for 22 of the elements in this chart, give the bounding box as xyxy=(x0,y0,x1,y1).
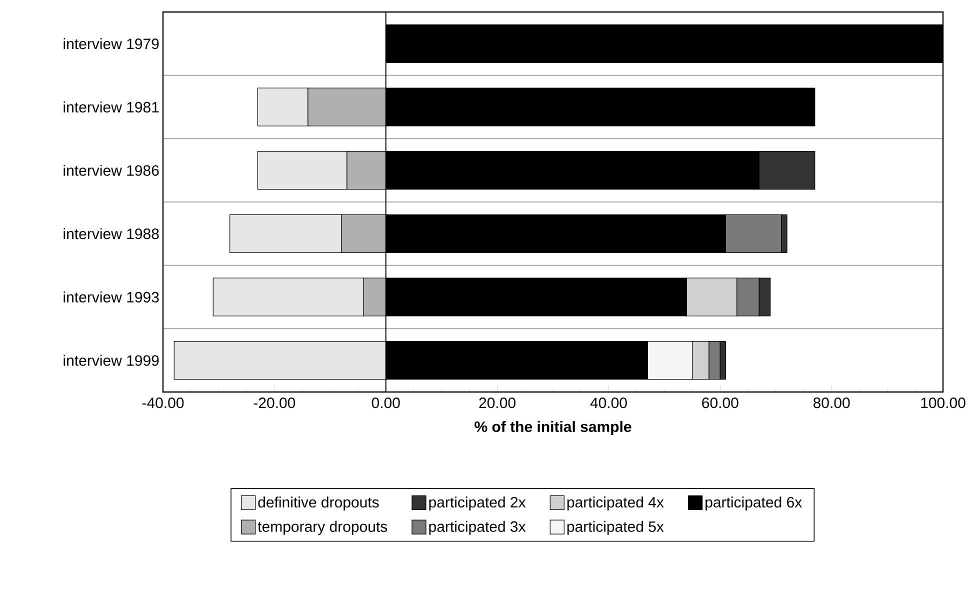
legend-label: temporary dropouts xyxy=(258,520,388,535)
x-tick-label: 0.00 xyxy=(372,398,400,408)
x-tick-label: -40.00 xyxy=(142,398,184,408)
legend-label: participated 6x xyxy=(706,496,802,511)
x-tick-label: -20.00 xyxy=(254,398,296,408)
y-tick-label: interview 1988 xyxy=(64,228,159,240)
y-tick-label: interview 1986 xyxy=(64,164,159,176)
x-tick-label: 80.00 xyxy=(813,398,850,408)
legend-label: participated 2x xyxy=(429,496,526,511)
x-tick-label: 20.00 xyxy=(479,398,516,408)
y-tick-label: interview 1981 xyxy=(64,101,159,113)
legend-label: participated 5x xyxy=(567,520,664,535)
y-tick-label: interview 1979 xyxy=(64,38,159,50)
x-axis-title: % of the initial sample xyxy=(474,421,632,435)
legend-label: definitive dropouts xyxy=(258,496,379,511)
x-tick-label: 40.00 xyxy=(590,398,627,408)
legend-label: participated 3x xyxy=(429,520,526,535)
x-tick-label: 100.00 xyxy=(921,398,966,408)
y-tick-label: interview 1999 xyxy=(64,354,159,366)
y-tick-label: interview 1993 xyxy=(64,291,159,303)
x-tick-label: 60.00 xyxy=(702,398,738,408)
legend-label: participated 4x xyxy=(567,496,664,511)
